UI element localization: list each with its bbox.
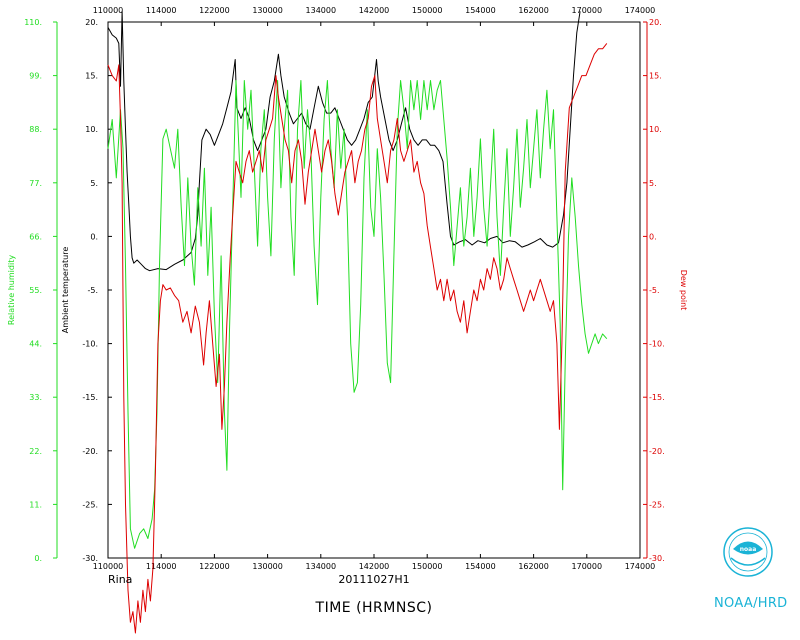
time-axis: 110000 110000 114000 114000 122000 122000 1300… bbox=[93, 6, 656, 571]
relative-humidity-axis: 110. 99. 88. 77. 66. 55. 44. 33. 22. 11. 0. bbox=[24, 18, 57, 563]
dew-point-series bbox=[107, 43, 608, 634]
dewpoint-tick-label: -10. bbox=[649, 340, 665, 349]
rh-tick-label: 66. bbox=[29, 232, 42, 241]
time-tick-label-bottom: 110000 bbox=[93, 562, 124, 571]
dewpoint-tick-label: 20. bbox=[649, 18, 662, 27]
dewpoint-tick-label: -15. bbox=[649, 393, 665, 402]
plot-frame bbox=[107, 21, 641, 559]
time-tick-label-bottom: 174000 bbox=[625, 562, 656, 571]
time-tick-label-top: 174000 bbox=[625, 6, 656, 15]
time-tick-label-top: 130000 bbox=[252, 6, 283, 15]
rh-tick-label: 44. bbox=[29, 340, 42, 349]
noaa-logo-text: noaa bbox=[740, 546, 757, 553]
time-tick-label-top: 134000 bbox=[306, 6, 337, 15]
time-tick-label-bottom: 154000 bbox=[465, 562, 496, 571]
dewpoint-axis-label: Dew point bbox=[679, 270, 688, 311]
temperature-tick-label: -25. bbox=[82, 500, 98, 509]
dewpoint-tick-label: 5. bbox=[649, 179, 657, 188]
storm-name: Rina bbox=[108, 573, 132, 586]
time-tick-label-top: 162000 bbox=[518, 6, 549, 15]
dewpoint-tick-label: -5. bbox=[649, 286, 660, 295]
time-tick-label-bottom: 114000 bbox=[146, 562, 177, 571]
time-tick-label-bottom: 130000 bbox=[252, 562, 283, 571]
noaa-logo: noaa bbox=[723, 527, 773, 577]
time-tick-label-bottom: 162000 bbox=[518, 562, 549, 571]
temperature-axis: 20. 15. 10. 5. 0. -5. -10. -15. -20. -25. -30. bbox=[82, 18, 112, 563]
rh-axis-label: Relative humidity bbox=[7, 255, 16, 325]
rh-tick-label: 55. bbox=[29, 286, 42, 295]
time-tick-label-bottom: 122000 bbox=[199, 562, 230, 571]
temperature-tick-label: -10. bbox=[82, 340, 98, 349]
rh-tick-label: 33. bbox=[29, 393, 42, 402]
temperature-tick-label: -15. bbox=[82, 393, 98, 402]
temperature-tick-label: -30. bbox=[82, 554, 98, 563]
time-tick-label-bottom: 134000 bbox=[306, 562, 337, 571]
time-tick-label-bottom: 170000 bbox=[572, 562, 603, 571]
temperature-tick-label: 0. bbox=[90, 232, 98, 241]
rh-tick-label: 0. bbox=[34, 554, 42, 563]
time-tick-label-top: 170000 bbox=[572, 6, 603, 15]
dewpoint-tick-label: 10. bbox=[649, 125, 662, 134]
temperature-tick-label: -20. bbox=[82, 447, 98, 456]
time-tick-label-top: 150000 bbox=[412, 6, 443, 15]
time-tick-label-bottom: 150000 bbox=[412, 562, 443, 571]
temperature-tick-label: 15. bbox=[85, 72, 98, 81]
time-tick-label-top: 154000 bbox=[465, 6, 496, 15]
dewpoint-tick-label: 15. bbox=[649, 72, 662, 81]
rh-tick-label: 11. bbox=[29, 500, 42, 509]
rh-tick-label: 88. bbox=[29, 125, 42, 134]
temperature-tick-label: 20. bbox=[85, 18, 98, 27]
time-tick-label-bottom: 142000 bbox=[359, 562, 390, 571]
dewpoint-tick-label: -30. bbox=[649, 554, 665, 563]
ambient-temperature-series bbox=[107, 10, 581, 272]
temperature-tick-label: 5. bbox=[90, 179, 98, 188]
temperature-tick-label: -5. bbox=[87, 286, 98, 295]
x-axis-title: TIME (HRMNSC) bbox=[315, 600, 433, 616]
rh-tick-label: 22. bbox=[29, 447, 42, 456]
temperature-axis-label: Ambient temperature bbox=[61, 247, 70, 334]
time-tick-label-top: 110000 bbox=[93, 6, 124, 15]
agency-label: NOAA/HRD bbox=[714, 596, 788, 611]
series-group bbox=[107, 10, 608, 634]
dewpoint-tick-label: -20. bbox=[649, 447, 665, 456]
time-tick-label-top: 114000 bbox=[146, 6, 177, 15]
rh-tick-label: 110. bbox=[24, 18, 42, 27]
date-label: 20111027H1 bbox=[338, 573, 409, 586]
rh-tick-label: 77. bbox=[29, 179, 42, 188]
time-tick-label-top: 122000 bbox=[199, 6, 230, 15]
dewpoint-tick-label: -25. bbox=[649, 500, 665, 509]
time-tick-label-top: 142000 bbox=[359, 6, 390, 15]
relative-humidity-series bbox=[107, 80, 608, 549]
rh-tick-label: 99. bbox=[29, 72, 42, 81]
dew-point-axis: 20. 15. 10. 5. 0. -5. -10. -15. -20. -25. -30. bbox=[643, 18, 665, 563]
dewpoint-tick-label: 0. bbox=[649, 232, 657, 241]
temperature-tick-label: 10. bbox=[85, 125, 98, 134]
